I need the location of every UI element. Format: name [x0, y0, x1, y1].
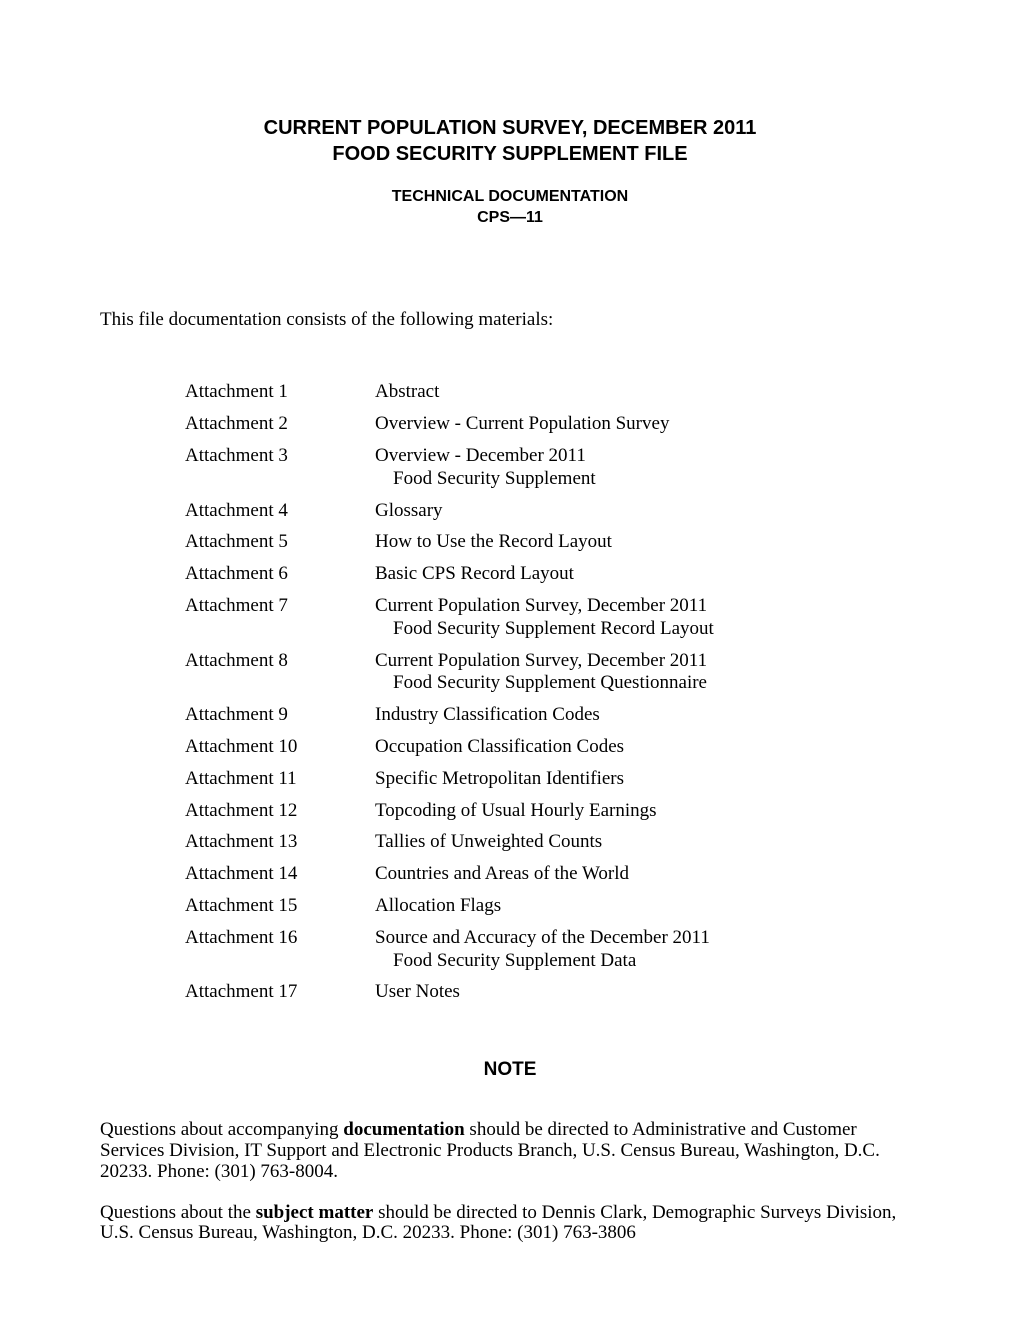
attachment-label: Attachment 12	[185, 800, 375, 823]
note-paragraph-1: Questions about accompanying documentati…	[100, 1120, 920, 1183]
attachment-row: Attachment 14 Countries and Areas of the…	[185, 863, 920, 886]
title-block: CURRENT POPULATION SURVEY, DECEMBER 2011…	[100, 115, 920, 167]
attachment-label: Attachment 5	[185, 531, 375, 554]
attachment-desc: Countries and Areas of the World	[375, 863, 629, 886]
note-paragraph-2: Questions about the subject matter shoul…	[100, 1203, 920, 1245]
attachment-label: Attachment 7	[185, 595, 375, 618]
attachment-row: Attachment 11 Specific Metropolitan Iden…	[185, 768, 920, 791]
attachment-row: Attachment 12 Topcoding of Usual Hourly …	[185, 800, 920, 823]
attachment-row: Attachment 7 Current Population Survey, …	[185, 595, 920, 641]
title-line-1: CURRENT POPULATION SURVEY, DECEMBER 2011	[100, 115, 920, 141]
attachment-label: Attachment 8	[185, 650, 375, 673]
attachment-desc: Specific Metropolitan Identifiers	[375, 768, 624, 791]
attachment-desc: Industry Classification Codes	[375, 704, 600, 727]
attachment-label: Attachment 3	[185, 445, 375, 468]
attachment-desc: Allocation Flags	[375, 895, 501, 918]
attachment-row: Attachment 15 Allocation Flags	[185, 895, 920, 918]
attachment-label: Attachment 6	[185, 563, 375, 586]
intro-text: This file documentation consists of the …	[100, 309, 920, 332]
attachment-label: Attachment 1	[185, 381, 375, 404]
attachment-desc: Glossary	[375, 500, 443, 523]
attachment-label: Attachment 15	[185, 895, 375, 918]
attachment-desc: Current Population Survey, December 2011…	[375, 650, 707, 696]
attachment-row: Attachment 6 Basic CPS Record Layout	[185, 563, 920, 586]
attachment-row: Attachment 10 Occupation Classification …	[185, 736, 920, 759]
attachment-label: Attachment 10	[185, 736, 375, 759]
attachment-desc: Basic CPS Record Layout	[375, 563, 574, 586]
note-para2-pre: Questions about the	[100, 1202, 256, 1223]
title-line-2: FOOD SECURITY SUPPLEMENT FILE	[100, 141, 920, 167]
attachment-desc: How to Use the Record Layout	[375, 531, 612, 554]
attachment-row: Attachment 4 Glossary	[185, 500, 920, 523]
attachment-label: Attachment 11	[185, 768, 375, 791]
attachment-desc: Occupation Classification Codes	[375, 736, 624, 759]
attachment-row: Attachment 9 Industry Classification Cod…	[185, 704, 920, 727]
attachment-label: Attachment 17	[185, 981, 375, 1004]
attachment-row: Attachment 2 Overview - Current Populati…	[185, 413, 920, 436]
attachment-desc: Overview - Current Population Survey	[375, 413, 669, 436]
note-para1-bold: documentation	[343, 1119, 464, 1140]
attachment-label: Attachment 13	[185, 831, 375, 854]
attachment-desc: Tallies of Unweighted Counts	[375, 831, 602, 854]
note-para1-pre: Questions about accompanying	[100, 1119, 343, 1140]
attachment-desc: User Notes	[375, 981, 460, 1004]
attachment-label: Attachment 14	[185, 863, 375, 886]
attachment-row: Attachment 5 How to Use the Record Layou…	[185, 531, 920, 554]
attachment-desc: Current Population Survey, December 2011…	[375, 595, 714, 641]
attachment-row: Attachment 13 Tallies of Unweighted Coun…	[185, 831, 920, 854]
note-header: NOTE	[100, 1059, 920, 1082]
attachment-desc: Topcoding of Usual Hourly Earnings	[375, 800, 657, 823]
attachment-label: Attachment 9	[185, 704, 375, 727]
attachment-label: Attachment 16	[185, 927, 375, 950]
attachment-row: Attachment 3 Overview - December 2011Foo…	[185, 445, 920, 491]
attachment-row: Attachment 17 User Notes	[185, 981, 920, 1004]
attachment-desc: Abstract	[375, 381, 439, 404]
attachments-table: Attachment 1 Abstract Attachment 2 Overv…	[185, 381, 920, 1004]
attachment-desc: Overview - December 2011Food Security Su…	[375, 445, 596, 491]
subtitle-block: TECHNICAL DOCUMENTATION CPS—11	[100, 187, 920, 229]
attachment-desc: Source and Accuracy of the December 2011…	[375, 927, 710, 973]
subtitle-line-2: CPS—11	[100, 208, 920, 229]
attachment-label: Attachment 2	[185, 413, 375, 436]
attachment-row: Attachment 16 Source and Accuracy of the…	[185, 927, 920, 973]
attachment-label: Attachment 4	[185, 500, 375, 523]
note-para2-bold: subject matter	[256, 1202, 374, 1223]
attachment-row: Attachment 8 Current Population Survey, …	[185, 650, 920, 696]
subtitle-line-1: TECHNICAL DOCUMENTATION	[100, 187, 920, 208]
attachment-row: Attachment 1 Abstract	[185, 381, 920, 404]
